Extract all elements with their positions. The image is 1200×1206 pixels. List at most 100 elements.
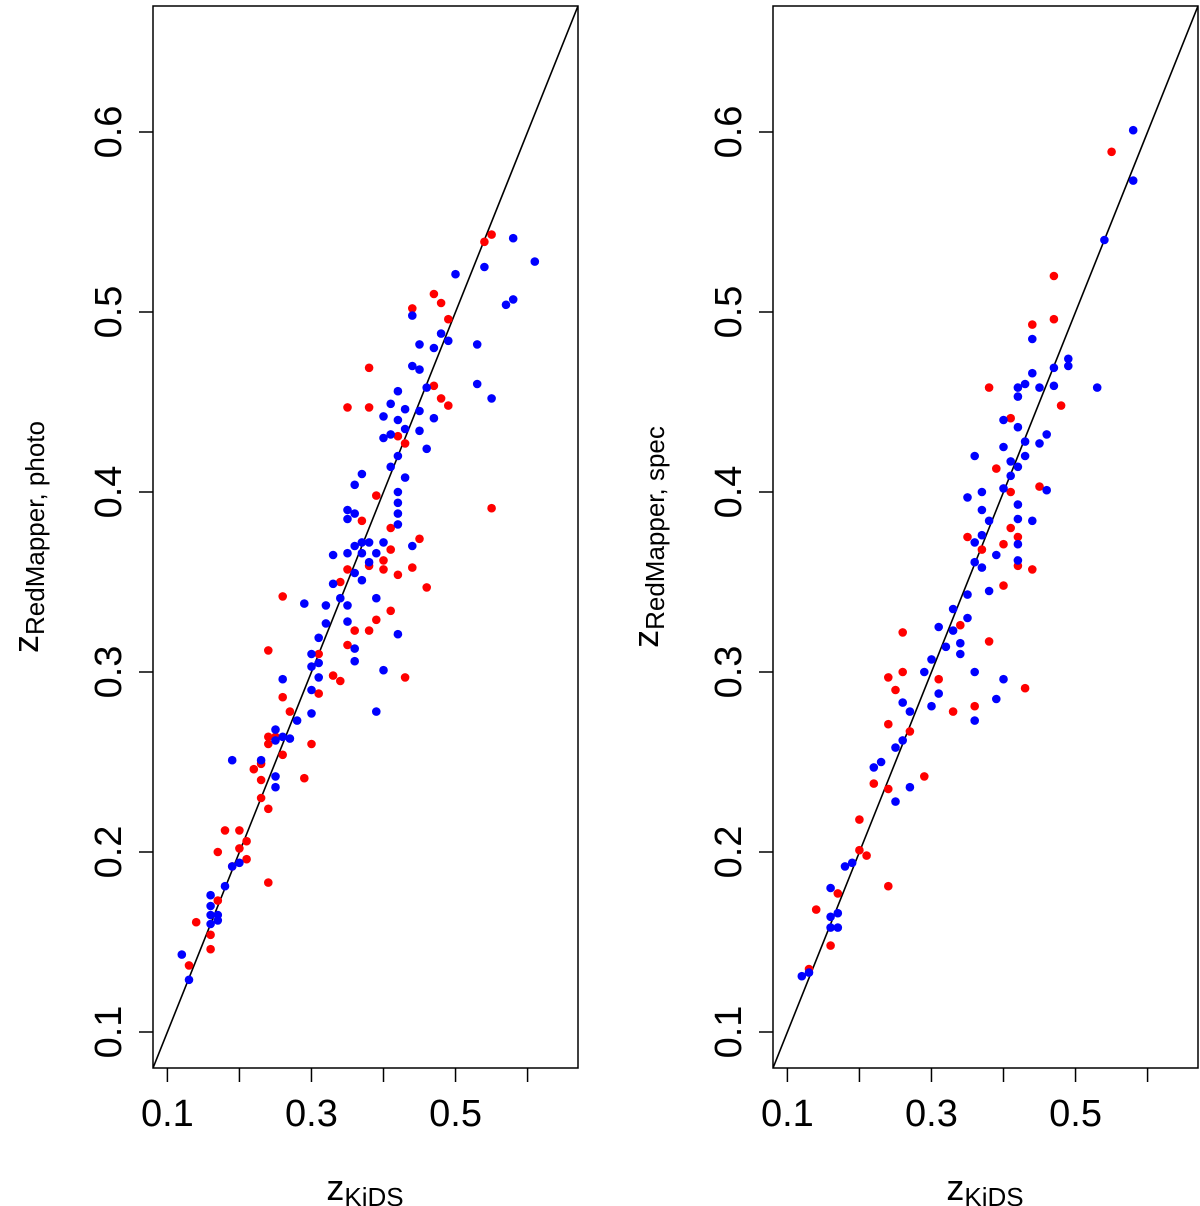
- data-point: [884, 719, 893, 729]
- data-point: [393, 520, 403, 529]
- y-tick-label: 0.1: [708, 1006, 750, 1059]
- data-point: [271, 782, 280, 792]
- data-point: [372, 707, 381, 716]
- data-point: [472, 379, 482, 389]
- data-point: [992, 694, 1001, 704]
- data-point: [264, 739, 273, 749]
- data-point: [393, 415, 403, 425]
- data-point: [314, 673, 324, 682]
- data-point: [869, 779, 879, 788]
- x-tick-label: 0.3: [285, 1093, 338, 1135]
- data-point: [1056, 401, 1066, 410]
- data-point: [264, 878, 273, 887]
- data-point: [934, 689, 943, 698]
- data-point: [451, 269, 460, 279]
- data-point: [999, 539, 1008, 549]
- data-point: [191, 917, 201, 927]
- data-point: [487, 503, 496, 513]
- data-point: [1042, 485, 1051, 495]
- data-point: [934, 674, 943, 684]
- data-point: [415, 534, 424, 544]
- data-point: [379, 412, 388, 421]
- x-axis-label: zKiDS: [946, 1167, 1023, 1206]
- data-point: [271, 736, 280, 745]
- data-point: [1035, 383, 1044, 392]
- data-point: [1028, 320, 1037, 329]
- data-point: [898, 736, 907, 745]
- data-point: [379, 556, 388, 565]
- data-point: [1013, 514, 1023, 524]
- data-point: [970, 667, 979, 677]
- data-point: [336, 676, 345, 686]
- data-point: [227, 862, 237, 871]
- data-point: [422, 444, 432, 454]
- data-point: [314, 633, 324, 643]
- data-point: [797, 971, 807, 981]
- data-point: [963, 590, 972, 599]
- data-point: [177, 950, 187, 959]
- data-point: [977, 563, 987, 572]
- plot-frame: [772, 5, 1199, 1069]
- data-point: [1064, 354, 1073, 364]
- data-point: [487, 230, 496, 239]
- data-point: [350, 656, 360, 666]
- data-point: [855, 815, 864, 824]
- data-point: [977, 545, 987, 554]
- data-point: [364, 538, 374, 547]
- data-point: [984, 516, 994, 526]
- data-point: [343, 505, 352, 515]
- data-point: [393, 498, 403, 508]
- data-point: [948, 626, 958, 635]
- data-point: [1013, 392, 1023, 401]
- data-point: [948, 707, 958, 716]
- data-point: [1100, 235, 1109, 245]
- data-point: [415, 406, 424, 416]
- data-point: [206, 901, 215, 911]
- data-point: [876, 757, 886, 767]
- data-point: [415, 340, 424, 349]
- data-point: [1064, 361, 1073, 371]
- data-point: [436, 298, 446, 308]
- data-point: [400, 473, 410, 482]
- data-point: [206, 930, 215, 940]
- data-point: [379, 565, 388, 574]
- data-point: [393, 629, 403, 639]
- data-point: [220, 826, 230, 835]
- data-point: [941, 642, 951, 652]
- data-point: [343, 514, 352, 524]
- data-point: [984, 383, 994, 392]
- data-point: [386, 545, 396, 554]
- data-point: [429, 343, 439, 353]
- data-point: [999, 442, 1008, 452]
- data-point: [350, 626, 360, 635]
- data-point: [300, 773, 309, 783]
- data-point: [242, 854, 251, 864]
- data-point: [400, 404, 410, 414]
- data-point: [891, 797, 900, 806]
- data-point: [855, 845, 864, 855]
- data-point: [487, 394, 496, 403]
- data-point: [393, 431, 403, 441]
- data-point: [372, 548, 381, 558]
- data-point: [1028, 334, 1037, 344]
- data-point: [444, 314, 453, 324]
- data-point: [220, 881, 230, 891]
- data-point: [307, 649, 316, 659]
- data-point: [436, 329, 446, 338]
- data-point: [357, 516, 367, 526]
- data-point: [357, 548, 367, 558]
- data-point: [1006, 457, 1015, 466]
- data-point: [1035, 439, 1044, 448]
- data-point: [328, 579, 338, 589]
- data-point: [364, 626, 374, 635]
- data-point: [508, 295, 518, 304]
- data-point: [285, 707, 295, 716]
- data-point: [884, 881, 893, 891]
- data-point: [264, 646, 273, 655]
- data-point: [530, 257, 540, 266]
- data-point: [847, 858, 857, 868]
- data-point: [999, 415, 1008, 425]
- data-point: [343, 403, 352, 412]
- data-point: [408, 361, 417, 371]
